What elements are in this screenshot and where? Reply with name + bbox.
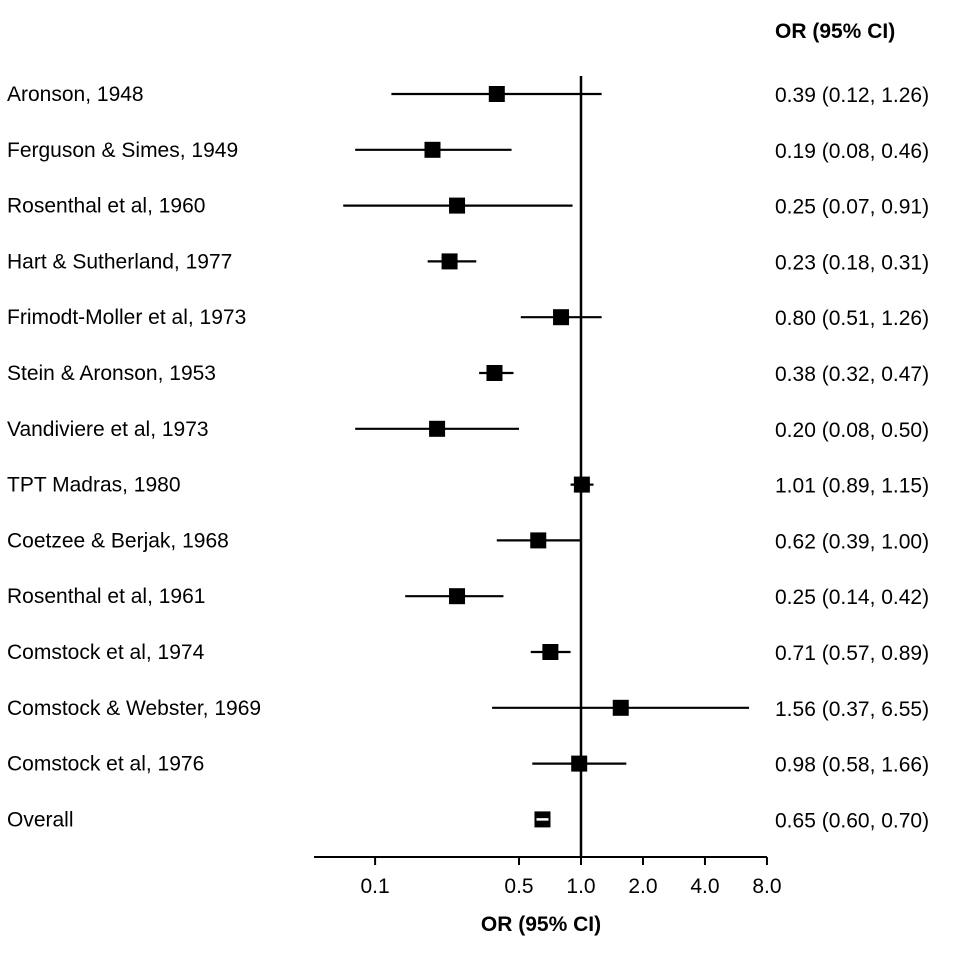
study-row: Vandiviere et al, 1973 0.20 (0.08, 0.50) — [7, 418, 929, 442]
study-row: TPT Madras, 1980 1.01 (0.89, 1.15) — [7, 474, 929, 498]
study-label: Stein & Aronson, 1953 — [7, 362, 216, 385]
point-estimate-marker — [612, 699, 629, 716]
ci-value: 0.25 (0.14, 0.42) — [775, 586, 929, 609]
study-row: Comstock et al, 1976 0.98 (0.58, 1.66) — [7, 753, 929, 777]
point-estimate-marker — [486, 365, 503, 381]
study-label: TPT Madras, 1980 — [7, 474, 181, 497]
ci-value: 0.20 (0.08, 0.50) — [775, 419, 929, 442]
point-estimate-marker — [424, 141, 441, 158]
study-label: Comstock & Webster, 1969 — [7, 697, 261, 720]
ci-value: 0.65 (0.60, 0.70) — [775, 809, 929, 832]
study-row: Hart & Sutherland, 1977 0.23 (0.18, 0.31) — [7, 250, 929, 274]
study-label: Frimodt-Moller et al, 1973 — [7, 306, 246, 329]
study-label: Hart & Sutherland, 1977 — [7, 250, 232, 273]
study-rows: Aronson, 1948 0.39 (0.12, 1.26) Ferguson &… — [7, 76, 929, 857]
overall-row: Overall 0.65 (0.60, 0.70) — [7, 808, 929, 832]
study-row: Frimodt-Moller et al, 1973 0.80 (0.51, 1.… — [7, 306, 929, 330]
ci-value: 0.62 (0.39, 1.00) — [775, 530, 929, 553]
study-row: Comstock & Webster, 1969 1.56 (0.37, 6.55… — [7, 697, 929, 721]
x-tick-label: 0.1 — [360, 875, 389, 898]
x-tick-label: 1.0 — [566, 875, 595, 898]
x-axis-title: OR (95% CI) — [481, 913, 601, 936]
point-estimate-marker — [573, 476, 590, 493]
study-label: Comstock et al, 1974 — [7, 641, 205, 664]
ci-column-header: OR (95% CI) — [775, 20, 895, 43]
study-label: Aronson, 1948 — [7, 83, 144, 106]
ci-value: 0.19 (0.08, 0.46) — [775, 140, 929, 163]
point-estimate-marker — [449, 588, 466, 605]
x-tick-label: 4.0 — [690, 875, 719, 898]
ci-value: 0.71 (0.57, 0.89) — [775, 642, 929, 665]
study-label: Ferguson & Simes, 1949 — [7, 139, 238, 162]
ci-value: 1.56 (0.37, 6.55) — [775, 698, 929, 721]
study-row: Rosenthal et al, 1960 0.25 (0.07, 0.91) — [7, 195, 929, 219]
study-label: Overall — [7, 808, 74, 831]
ci-value: 0.25 (0.07, 0.91) — [775, 196, 929, 219]
study-row: Coetzee & Berjak, 1968 0.62 (0.39, 1.00) — [7, 529, 929, 553]
study-label: Comstock et al, 1976 — [7, 753, 204, 776]
x-axis: 0.1 0.5 1.0 2.0 4.0 8.0 — [314, 856, 782, 898]
study-label: Rosenthal et al, 1961 — [7, 585, 205, 608]
study-row: Aronson, 1948 0.39 (0.12, 1.26) — [7, 83, 929, 107]
study-label: Vandiviere et al, 1973 — [7, 418, 209, 441]
point-estimate-marker — [530, 532, 547, 549]
ci-value: 0.39 (0.12, 1.26) — [775, 84, 929, 107]
point-estimate-marker — [449, 197, 466, 214]
study-label: Coetzee & Berjak, 1968 — [7, 529, 229, 552]
study-row: Rosenthal et al, 1961 0.25 (0.14, 0.42) — [7, 585, 929, 609]
ci-value: 0.23 (0.18, 0.31) — [775, 251, 929, 274]
study-label: Rosenthal et al, 1960 — [7, 195, 205, 218]
study-row: Ferguson & Simes, 1949 0.19 (0.08, 0.46) — [7, 139, 929, 163]
ci-value: 0.98 (0.58, 1.66) — [775, 754, 929, 777]
study-row: Stein & Aronson, 1953 0.38 (0.32, 0.47) — [7, 362, 929, 386]
x-tick-label: 8.0 — [752, 875, 781, 898]
ci-value: 0.38 (0.32, 0.47) — [775, 363, 929, 386]
ci-value: 0.80 (0.51, 1.26) — [775, 307, 929, 330]
point-estimate-marker — [488, 86, 505, 102]
point-estimate-marker — [441, 253, 458, 270]
point-estimate-marker — [553, 309, 570, 326]
point-estimate-marker — [571, 755, 588, 772]
x-tick-label: 2.0 — [628, 875, 657, 898]
study-row: Comstock et al, 1974 0.71 (0.57, 0.89) — [7, 641, 929, 665]
x-tick-label: 0.5 — [504, 875, 533, 898]
point-estimate-marker — [542, 644, 559, 660]
point-estimate-marker — [429, 420, 446, 437]
ci-value: 1.01 (0.89, 1.15) — [775, 475, 929, 498]
